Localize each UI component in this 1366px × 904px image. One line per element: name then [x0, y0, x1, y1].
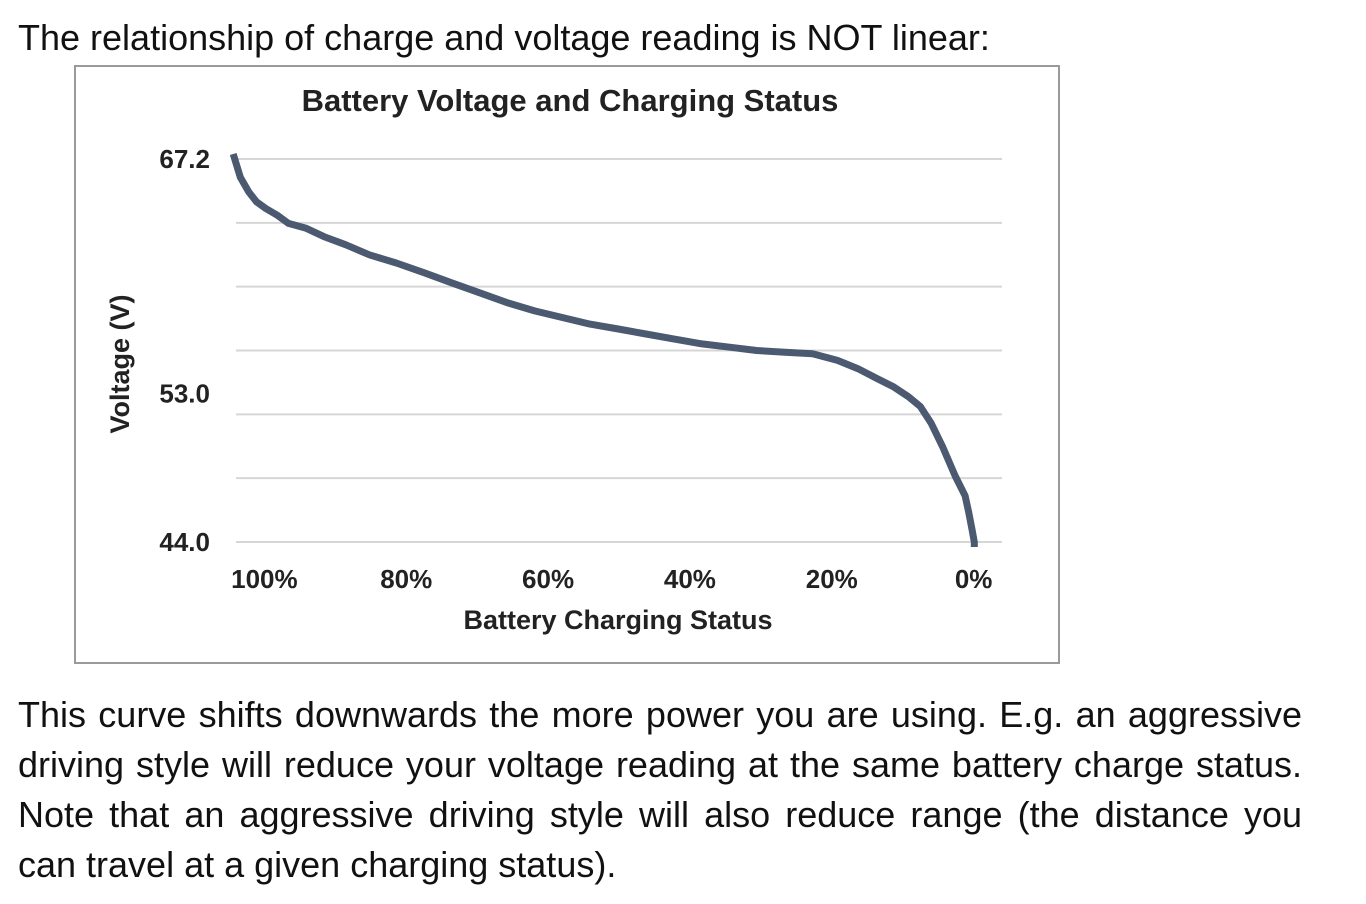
y-tick-label: 67.2 [159, 144, 210, 174]
x-tick-label: 0% [955, 564, 993, 594]
series-group [229, 152, 978, 547]
x-axis-label: Battery Charging Status [463, 605, 772, 635]
chart-canvas: Battery Voltage and Charging Status 67.2… [105, 83, 1002, 635]
x-tick-label: 20% [806, 564, 858, 594]
y-axis-ticks: 67.2 53.0 44.0 [159, 144, 210, 557]
y-tick-label: 44.0 [159, 527, 210, 557]
explanation-paragraph: This curve shifts downwards the more pow… [18, 694, 1302, 885]
series-line [229, 152, 978, 547]
y-axis-label: Voltage (V) [105, 294, 135, 433]
chart-title: Battery Voltage and Charging Status [302, 83, 839, 118]
x-tick-label: 40% [664, 564, 716, 594]
x-tick-label: 60% [522, 564, 574, 594]
x-axis-ticks: 100% 80% 60% 40% 20% 0% [231, 564, 992, 594]
voltage-chart: Battery Voltage and Charging Status 67.2… [74, 65, 1060, 664]
x-tick-label: 100% [231, 564, 297, 594]
y-tick-label: 53.0 [159, 378, 210, 408]
page-heading: The relationship of charge and voltage r… [18, 17, 990, 58]
grid-lines [236, 158, 1002, 543]
x-tick-label: 80% [380, 564, 432, 594]
